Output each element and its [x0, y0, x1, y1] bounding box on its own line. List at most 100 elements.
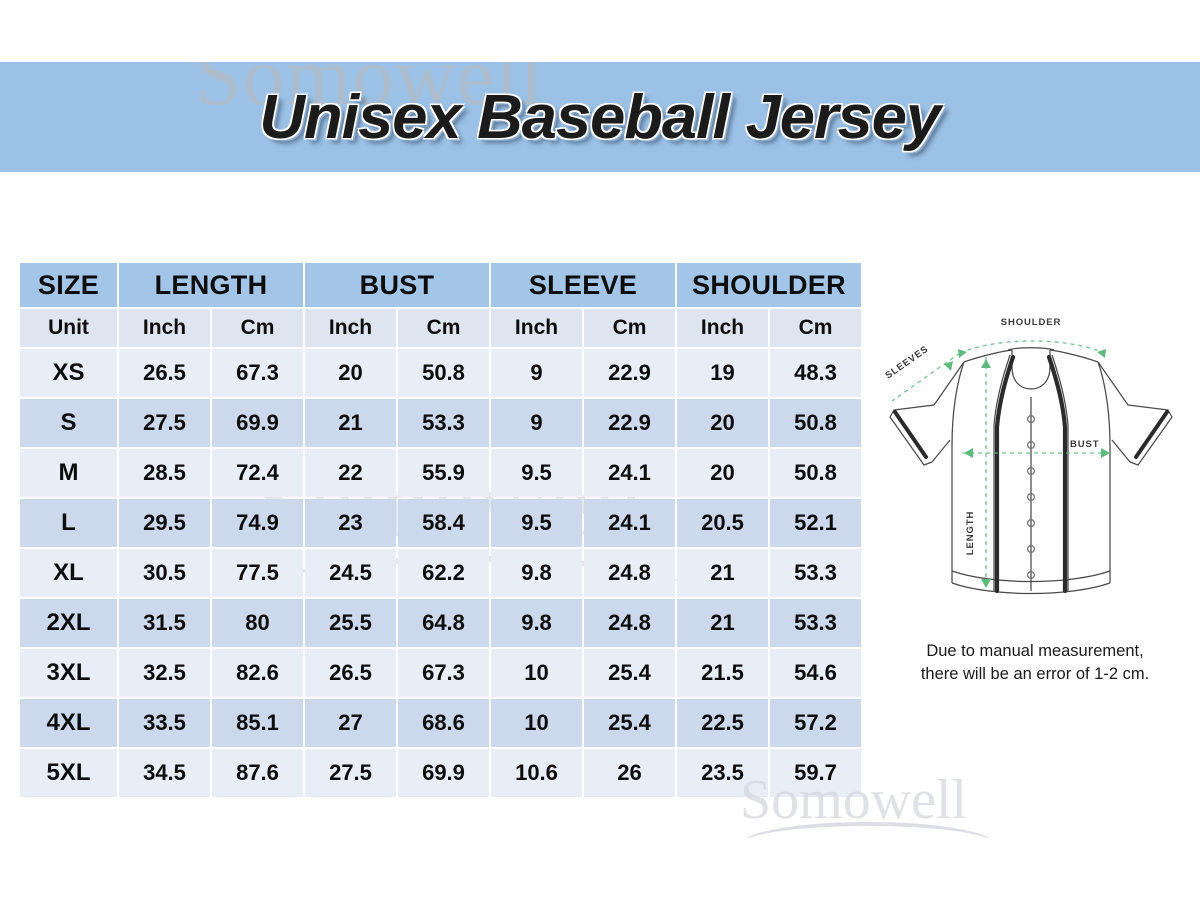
size-table: SIZE LENGTH BUST SLEEVE SHOULDER Unit In… — [18, 261, 863, 799]
table-row: 2XL 31.5 80 25.5 64.8 9.8 24.8 21 53.3 — [20, 599, 861, 647]
cell-sleeve-cm: 22.9 — [584, 349, 675, 397]
cell-bust-cm: 64.8 — [398, 599, 489, 647]
cell-sleeve-cm: 24.1 — [584, 499, 675, 547]
cell-shoulder-cm: 48.3 — [770, 349, 861, 397]
jersey-measurement-diagram: SHOULDER SLEEVES BUST LENGTH — [872, 305, 1190, 620]
cell-size: 4XL — [20, 699, 117, 747]
cell-length-inch: 29.5 — [119, 499, 210, 547]
unit-shoulder-cm: Cm — [770, 309, 861, 347]
cell-bust-inch: 21 — [305, 399, 396, 447]
table-row: 4XL 33.5 85.1 27 68.6 10 25.4 22.5 57.2 — [20, 699, 861, 747]
placket-left-edge — [993, 354, 1011, 591]
button-icon — [1027, 519, 1036, 528]
unit-sleeve-inch: Inch — [491, 309, 582, 347]
table-row: M 28.5 72.4 22 55.9 9.5 24.1 20 50.8 — [20, 449, 861, 497]
right-shoulder-line — [1049, 349, 1099, 363]
cell-size: XL — [20, 549, 117, 597]
title-banner: Somowell Unisex Baseball Jersey — [0, 62, 1200, 172]
cell-length-inch: 31.5 — [119, 599, 210, 647]
cell-shoulder-inch: 19 — [677, 349, 768, 397]
cell-length-cm: 77.5 — [212, 549, 303, 597]
cell-size: S — [20, 399, 117, 447]
cell-length-cm: 67.3 — [212, 349, 303, 397]
table-row: 3XL 32.5 82.6 26.5 67.3 10 25.4 21.5 54.6 — [20, 649, 861, 697]
size-table-container: SIZE LENGTH BUST SLEEVE SHOULDER Unit In… — [18, 261, 863, 799]
left-sleeve-outline — [889, 361, 965, 466]
size-table-body: XS 26.5 67.3 20 50.8 9 22.9 19 48.3 S 27.5 69.9 21 53… — [20, 349, 861, 797]
cell-sleeve-inch: 9 — [491, 349, 582, 397]
cell-length-inch: 34.5 — [119, 749, 210, 797]
body-left-outline — [951, 361, 965, 583]
cell-size: L — [20, 499, 117, 547]
unit-bust-cm: Cm — [398, 309, 489, 347]
unit-sleeve-cm: Cm — [584, 309, 675, 347]
cell-shoulder-cm: 53.3 — [770, 599, 861, 647]
cell-shoulder-cm: 57.2 — [770, 699, 861, 747]
cell-bust-cm: 50.8 — [398, 349, 489, 397]
cell-bust-cm: 55.9 — [398, 449, 489, 497]
cell-size: 3XL — [20, 649, 117, 697]
cell-shoulder-cm: 53.3 — [770, 549, 861, 597]
cell-size: 2XL — [20, 599, 117, 647]
cell-sleeve-inch: 10 — [491, 699, 582, 747]
cell-shoulder-cm: 50.8 — [770, 449, 861, 497]
cell-length-cm: 74.9 — [212, 499, 303, 547]
cell-bust-inch: 22 — [305, 449, 396, 497]
cell-sleeve-cm: 26 — [584, 749, 675, 797]
cell-sleeve-inch: 10 — [491, 649, 582, 697]
collar-inner — [1011, 350, 1051, 390]
table-row: XS 26.5 67.3 20 50.8 9 22.9 19 48.3 — [20, 349, 861, 397]
cell-bust-cm: 62.2 — [398, 549, 489, 597]
button-icon — [1027, 414, 1036, 423]
diagram-label-shoulder: SHOULDER — [1001, 317, 1062, 328]
disclaimer-line-2: there will be an error of 1-2 cm. — [920, 665, 1150, 684]
disclaimer-line-1: Due to manual measurement, — [926, 642, 1144, 660]
placket-right-edge — [1051, 354, 1069, 591]
cell-length-cm: 69.9 — [212, 399, 303, 447]
cell-sleeve-inch: 9 — [491, 399, 582, 447]
hem-outline — [951, 582, 1111, 595]
cell-length-inch: 32.5 — [119, 649, 210, 697]
cell-bust-cm: 69.9 — [398, 749, 489, 797]
cell-size: M — [20, 449, 117, 497]
table-row: S 27.5 69.9 21 53.3 9 22.9 20 50.8 — [20, 399, 861, 447]
cell-size: 5XL — [20, 749, 117, 797]
cell-sleeve-inch: 9.8 — [491, 549, 582, 597]
table-row: 5XL 34.5 87.6 27.5 69.9 10.6 26 23.5 59.7 — [20, 749, 861, 797]
cell-bust-cm: 67.3 — [398, 649, 489, 697]
cell-length-inch: 28.5 — [119, 449, 210, 497]
cell-bust-cm: 53.3 — [398, 399, 489, 447]
cell-bust-inch: 26.5 — [305, 649, 396, 697]
cell-length-cm: 72.4 — [212, 449, 303, 497]
cell-sleeve-cm: 24.1 — [584, 449, 675, 497]
cell-length-inch: 27.5 — [119, 399, 210, 447]
placket-band-right — [1046, 354, 1068, 594]
cell-sleeve-cm: 24.8 — [584, 549, 675, 597]
cell-size: XS — [20, 349, 117, 397]
cell-bust-inch: 27 — [305, 699, 396, 747]
column-group-sleeve: SLEEVE — [491, 263, 675, 307]
cell-shoulder-inch: 20.5 — [677, 499, 768, 547]
left-cuff-stripe — [893, 410, 928, 459]
cell-bust-inch: 23 — [305, 499, 396, 547]
measure-arrowheads — [944, 349, 1110, 588]
left-shoulder-line — [963, 349, 1013, 363]
cell-shoulder-inch: 23.5 — [677, 749, 768, 797]
button-icon — [1027, 545, 1036, 554]
table-group-header-row: SIZE LENGTH BUST SLEEVE SHOULDER — [20, 263, 861, 307]
diagram-label-length: LENGTH — [965, 511, 976, 555]
column-group-size: SIZE — [20, 263, 117, 307]
sleeves-measure-line — [891, 352, 961, 402]
table-row: XL 30.5 77.5 24.5 62.2 9.8 24.8 21 53.3 — [20, 549, 861, 597]
cell-sleeve-cm: 22.9 — [584, 399, 675, 447]
measurement-disclaimer: Due to manual measurement, there will be… — [890, 640, 1180, 687]
cell-length-cm: 85.1 — [212, 699, 303, 747]
cell-sleeve-inch: 10.6 — [491, 749, 582, 797]
button-icon — [1027, 493, 1036, 502]
cell-length-cm: 87.6 — [212, 749, 303, 797]
button-icon — [1027, 467, 1036, 476]
placket-band-left — [994, 354, 1016, 594]
column-group-shoulder: SHOULDER — [677, 263, 861, 307]
cell-shoulder-cm: 59.7 — [770, 749, 861, 797]
unit-length-cm: Cm — [212, 309, 303, 347]
